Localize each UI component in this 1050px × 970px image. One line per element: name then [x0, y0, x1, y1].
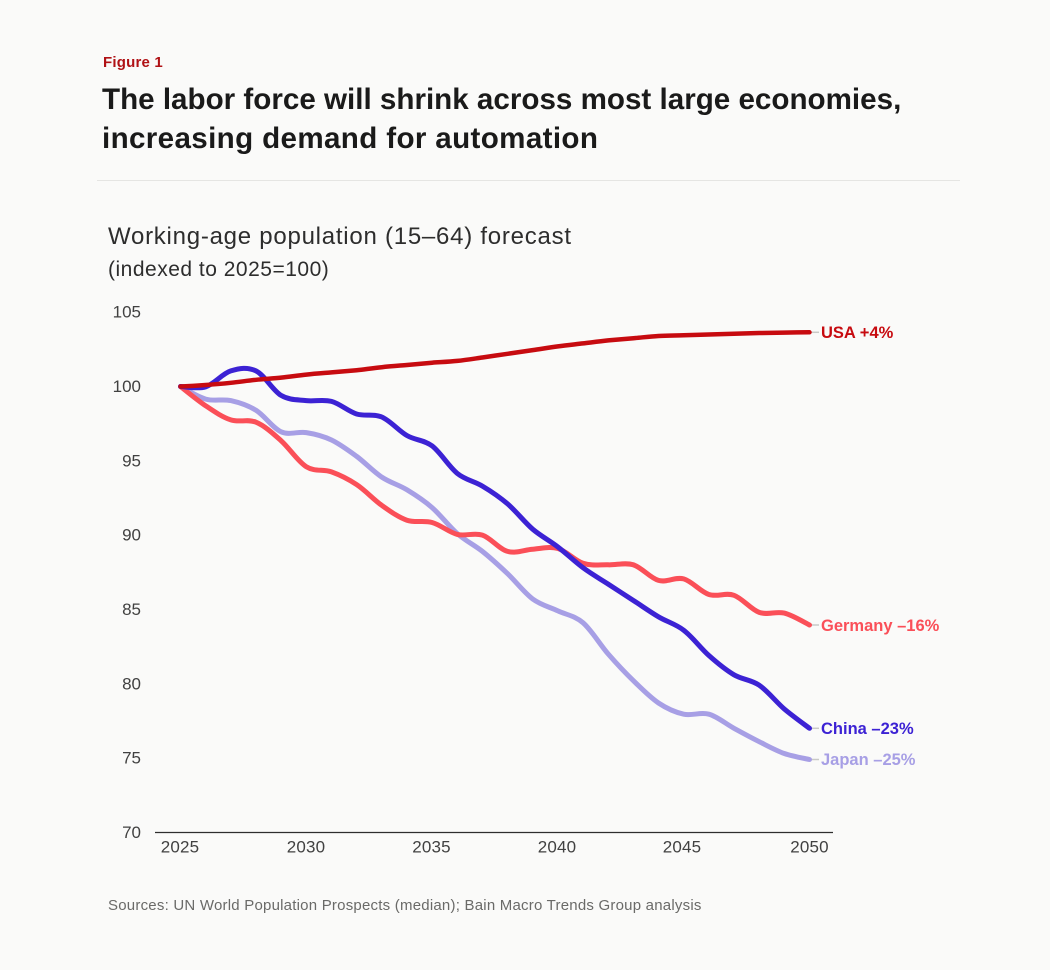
svg-text:Japan –25%: Japan –25%	[821, 751, 916, 769]
svg-text:2025: 2025	[161, 838, 200, 857]
svg-text:85: 85	[122, 600, 141, 619]
svg-text:75: 75	[122, 749, 141, 768]
svg-text:80: 80	[122, 675, 141, 694]
svg-text:90: 90	[122, 526, 141, 545]
svg-text:70: 70	[122, 823, 141, 842]
svg-text:100: 100	[113, 377, 141, 396]
svg-text:2040: 2040	[538, 838, 577, 857]
svg-text:95: 95	[122, 452, 141, 471]
svg-text:2045: 2045	[663, 838, 702, 857]
svg-text:2030: 2030	[287, 838, 326, 857]
svg-text:Germany –16%: Germany –16%	[821, 617, 940, 635]
svg-text:China –23%: China –23%	[821, 720, 914, 738]
svg-text:2035: 2035	[412, 838, 451, 857]
svg-text:2050: 2050	[790, 838, 829, 857]
svg-text:USA +4%: USA +4%	[821, 324, 894, 342]
svg-text:105: 105	[113, 303, 141, 322]
